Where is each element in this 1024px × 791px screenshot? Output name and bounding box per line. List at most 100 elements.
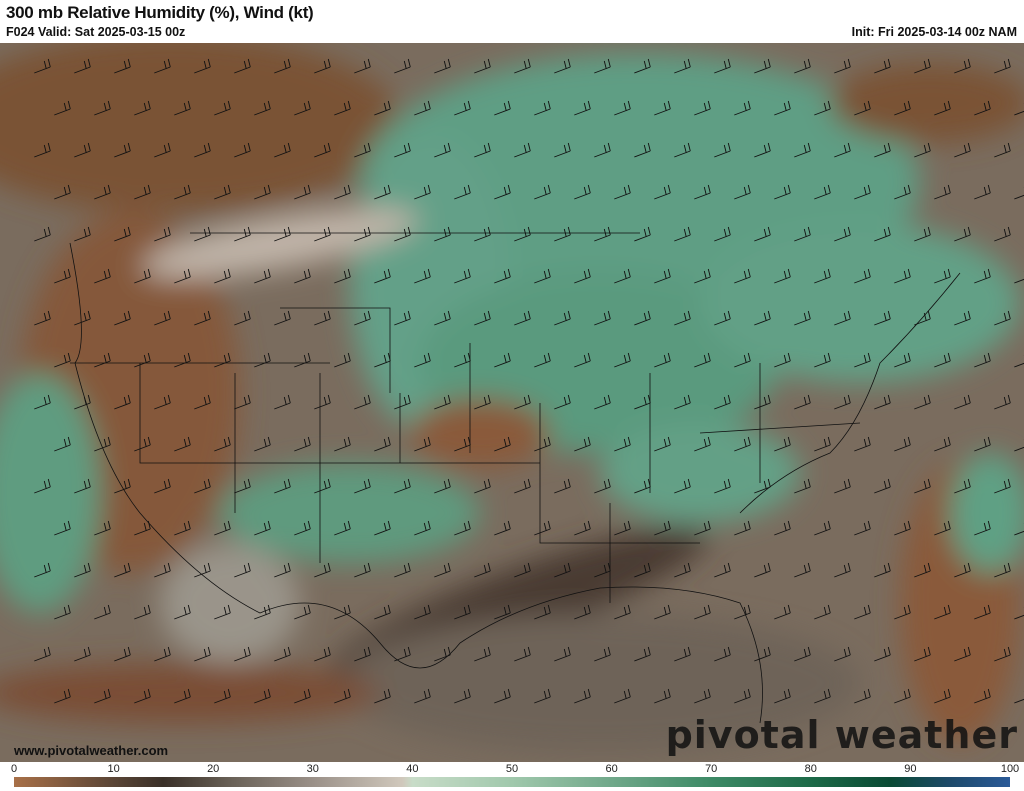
- wind-barb-icon: [174, 688, 191, 704]
- wind-barb-icon: [334, 184, 351, 200]
- wind-barb-icon: [834, 394, 851, 410]
- wind-barb-icon: [314, 58, 331, 74]
- wind-barb-icon: [134, 520, 151, 536]
- wind-barb-icon: [494, 184, 511, 200]
- wind-barb-icon: [534, 604, 551, 620]
- wind-barb-icon: [974, 520, 991, 536]
- wind-barb-icon: [274, 310, 291, 326]
- wind-barb-icon: [474, 562, 491, 578]
- wind-barb-icon: [494, 100, 511, 116]
- colorbar-tick: 0: [10, 763, 18, 775]
- wind-barb-icon: [274, 646, 291, 662]
- wind-barb-icon: [274, 226, 291, 242]
- wind-barb-icon: [594, 646, 611, 662]
- wind-barb-icon: [174, 436, 191, 452]
- wind-barb-icon: [934, 436, 951, 452]
- wind-barb-icon: [954, 142, 971, 158]
- wind-barb-icon: [874, 646, 891, 662]
- wind-barb-icon: [834, 58, 851, 74]
- wind-barb-icon: [434, 58, 451, 74]
- wind-barb-icon: [414, 688, 431, 704]
- wind-barb-icon: [834, 478, 851, 494]
- wind-barb-icon: [174, 520, 191, 536]
- wind-barb-icon: [94, 688, 111, 704]
- colorbar-labels: 0 10 20 30 40 50 60 70 80 90 100: [10, 763, 1019, 777]
- wind-barb-icon: [614, 352, 631, 368]
- wind-barb-icon: [274, 562, 291, 578]
- wind-barb-icon: [494, 268, 511, 284]
- wind-barb-icon: [134, 268, 151, 284]
- wind-barb-icon: [754, 310, 771, 326]
- wind-barb-icon: [734, 352, 751, 368]
- humidity-map[interactable]: [0, 43, 1024, 762]
- wind-barb-icon: [914, 226, 931, 242]
- wind-barb-icon: [214, 100, 231, 116]
- wind-barb-icon: [254, 688, 271, 704]
- wind-barb-icon: [54, 436, 71, 452]
- wind-barb-icon: [994, 562, 1011, 578]
- wind-barb-icon: [714, 478, 731, 494]
- wind-barb-icon: [454, 268, 471, 284]
- wind-barb-icon: [314, 478, 331, 494]
- wind-barb-icon: [414, 520, 431, 536]
- wind-barb-icon: [234, 226, 251, 242]
- wind-barb-icon: [1014, 439, 1024, 452]
- wind-barb-icon: [854, 436, 871, 452]
- colorbar-tick: 60: [605, 763, 618, 775]
- wind-barb-icon: [614, 436, 631, 452]
- wind-barb-icon: [94, 520, 111, 536]
- wind-barb-icon: [614, 604, 631, 620]
- wind-barb-icon: [594, 562, 611, 578]
- wind-barb-icon: [794, 226, 811, 242]
- wind-barb-icon: [974, 436, 991, 452]
- wind-barb-icon: [34, 394, 51, 410]
- wind-barb-icon: [514, 142, 531, 158]
- wind-barb-icon: [694, 268, 711, 284]
- wind-barb-icon: [854, 184, 871, 200]
- wind-barb-icon: [274, 394, 291, 410]
- wind-barb-icon: [134, 352, 151, 368]
- wind-barb-icon: [594, 58, 611, 74]
- wind-barb-icon: [154, 226, 171, 242]
- wind-barb-icon: [734, 100, 751, 116]
- wind-barb-icon: [954, 478, 971, 494]
- wind-barb-icon: [54, 520, 71, 536]
- wind-barb-icon: [514, 226, 531, 242]
- wind-barb-icon: [814, 352, 831, 368]
- wind-barb-icon: [74, 310, 91, 326]
- wind-barb-icon: [34, 142, 51, 158]
- wind-barb-icon: [374, 604, 391, 620]
- wind-barb-icon: [874, 310, 891, 326]
- wind-barb-icon: [654, 268, 671, 284]
- wind-barb-icon: [874, 562, 891, 578]
- wind-barb-icon: [954, 646, 971, 662]
- wind-barb-icon: [434, 394, 451, 410]
- wind-barb-icon: [494, 352, 511, 368]
- wind-barb-icon: [554, 58, 571, 74]
- wind-barb-icon: [454, 100, 471, 116]
- wind-barb-icon: [814, 436, 831, 452]
- wind-barb-icon: [114, 646, 131, 662]
- wind-barb-icon: [854, 520, 871, 536]
- wind-barb-icon: [734, 520, 751, 536]
- wind-barb-icon: [854, 100, 871, 116]
- wind-barb-icon: [454, 184, 471, 200]
- wind-barb-icon: [794, 58, 811, 74]
- wind-barb-icon: [194, 226, 211, 242]
- wind-barb-icon: [114, 226, 131, 242]
- wind-barb-icon: [354, 394, 371, 410]
- wind-barb-icon: [194, 58, 211, 74]
- wind-barb-icon: [674, 142, 691, 158]
- wind-barb-icon: [914, 58, 931, 74]
- wind-barb-icon: [814, 520, 831, 536]
- wind-barb-icon: [294, 352, 311, 368]
- wind-barb-icon: [374, 688, 391, 704]
- wind-barb-icon: [474, 646, 491, 662]
- wind-barb-icon: [514, 646, 531, 662]
- wind-barb-icon: [934, 520, 951, 536]
- wind-barb-icon: [574, 436, 591, 452]
- wind-barb-icon: [574, 100, 591, 116]
- wind-barb-icon: [794, 310, 811, 326]
- wind-barb-icon: [634, 310, 651, 326]
- wind-barb-icon: [534, 268, 551, 284]
